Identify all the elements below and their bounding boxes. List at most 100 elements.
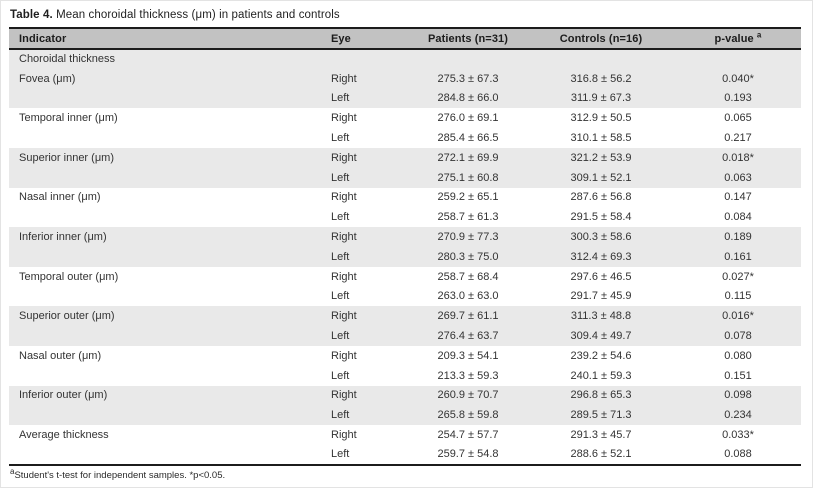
pvalue-cell bbox=[675, 49, 801, 69]
choroidal-thickness-table: Indicator Eye Patients (n=31) Controls (… bbox=[9, 27, 801, 466]
table-row: Nasal inner (μm) Right 259.2 ± 65.1 287.6 ±… bbox=[9, 187, 801, 208]
table-row: Superior outer (μm) Right 269.7 ± 61.1 311.… bbox=[9, 306, 801, 327]
patients-cell: 276.4 ± 63.7 bbox=[437, 330, 499, 343]
patients-cell: 275.1 ± 60.8 bbox=[437, 171, 499, 184]
eye-cell: Left bbox=[331, 250, 350, 263]
pvalue-cell: 0.193 bbox=[724, 92, 752, 105]
indicator-cell: Temporal outer (μm) bbox=[19, 270, 119, 283]
controls-cell: 321.2 ± 53.9 bbox=[570, 151, 632, 164]
eye-cell: Left bbox=[331, 171, 350, 184]
table-row: Left 213.3 ± 59.3 240.1 ± 59.3 0.151 bbox=[9, 365, 801, 386]
eye-cell: Right bbox=[331, 72, 357, 85]
table-row: Nasal outer (μm) Right 209.3 ± 54.1 239.2 ±… bbox=[9, 345, 801, 366]
indicator-cell bbox=[9, 287, 331, 307]
controls-cell: 291.3 ± 45.7 bbox=[570, 429, 632, 442]
pvalue-cell: 0.040* bbox=[722, 72, 754, 85]
patients-cell: 280.3 ± 75.0 bbox=[437, 250, 499, 263]
header-row: Indicator Eye Patients (n=31) Controls (… bbox=[9, 28, 801, 49]
pvalue-cell: 0.033* bbox=[722, 429, 754, 442]
indicator-cell: Superior outer (μm) bbox=[19, 310, 115, 323]
table-row: Left 275.1 ± 60.8 309.1 ± 52.1 0.063 bbox=[9, 167, 801, 188]
table-caption-number: Table 4. bbox=[10, 9, 53, 21]
patients-cell: 259.2 ± 65.1 bbox=[437, 191, 499, 204]
eye-cell: Left bbox=[331, 369, 350, 382]
controls-cell: 289.5 ± 71.3 bbox=[570, 409, 632, 422]
indicator-cell bbox=[9, 128, 331, 148]
patients-cell: 259.7 ± 54.8 bbox=[437, 448, 499, 461]
indicator-cell bbox=[9, 366, 331, 386]
indicator-cell: Choroidal thickness bbox=[19, 53, 115, 66]
patients-cell: 213.3 ± 59.3 bbox=[437, 369, 499, 382]
patients-cell: 263.0 ± 63.0 bbox=[437, 290, 499, 303]
controls-cell: 287.6 ± 56.8 bbox=[570, 191, 632, 204]
patients-cell: 265.8 ± 59.8 bbox=[437, 409, 499, 422]
patients-cell: 269.7 ± 61.1 bbox=[437, 310, 499, 323]
pvalue-cell: 0.063 bbox=[724, 171, 752, 184]
footnote-text: Student's t-test for independent samples… bbox=[14, 469, 226, 481]
controls-cell: 240.1 ± 59.3 bbox=[570, 369, 632, 382]
indicator-cell: Nasal outer (μm) bbox=[19, 349, 102, 362]
pvalue-cell: 0.027* bbox=[722, 270, 754, 283]
controls-cell: 316.8 ± 56.2 bbox=[570, 72, 632, 85]
eye-cell: Right bbox=[331, 429, 357, 442]
patients-cell: 284.8 ± 66.0 bbox=[437, 92, 499, 105]
controls-cell: 296.8 ± 65.3 bbox=[570, 389, 632, 402]
controls-cell: 309.1 ± 52.1 bbox=[570, 171, 632, 184]
indicator-cell: Fovea (μm) bbox=[19, 72, 76, 85]
indicator-cell: Average thickness bbox=[19, 429, 109, 442]
pvalue-cell: 0.065 bbox=[724, 112, 752, 125]
pvalue-cell: 0.217 bbox=[724, 132, 752, 145]
eye-cell: Left bbox=[331, 132, 350, 145]
patients-cell: 272.1 ± 69.9 bbox=[437, 151, 499, 164]
pvalue-cell: 0.018* bbox=[722, 151, 754, 164]
pvalue-cell: 0.189 bbox=[724, 231, 752, 244]
controls-cell: 297.6 ± 46.5 bbox=[570, 270, 632, 283]
table-row: Superior inner (μm) Right 272.1 ± 69.9 321.… bbox=[9, 147, 801, 168]
controls-cell: 300.3 ± 58.6 bbox=[570, 231, 632, 244]
eye-cell bbox=[331, 49, 409, 69]
indicator-cell bbox=[9, 326, 331, 346]
table-caption-text: Mean choroidal thickness (μm) in patient… bbox=[52, 9, 340, 21]
pvalue-cell: 0.088 bbox=[724, 448, 752, 461]
eye-cell: Right bbox=[331, 151, 357, 164]
table-row: Left 263.0 ± 63.0 291.7 ± 45.9 0.115 bbox=[9, 286, 801, 307]
header-patients: Patients (n=31) bbox=[427, 32, 509, 45]
patients-cell: 254.7 ± 57.7 bbox=[437, 429, 499, 442]
indicator-cell bbox=[9, 445, 331, 465]
header-indicator: Indicator bbox=[19, 32, 67, 45]
pvalue-cell: 0.234 bbox=[724, 409, 752, 422]
patients-cell: 258.7 ± 68.4 bbox=[437, 270, 499, 283]
header-eye: Eye bbox=[331, 32, 351, 45]
controls-cell: 291.5 ± 58.4 bbox=[570, 211, 632, 224]
controls-cell: 312.4 ± 69.3 bbox=[570, 250, 632, 263]
table-footnote: aStudent's t-test for independent sample… bbox=[10, 466, 804, 481]
indicator-cell bbox=[9, 89, 331, 109]
controls-cell bbox=[527, 49, 675, 69]
footnote-marker: a bbox=[10, 466, 15, 476]
header-controls: Controls (n=16) bbox=[559, 32, 643, 45]
table-row: Left 285.4 ± 66.5 310.1 ± 58.5 0.217 bbox=[9, 128, 801, 148]
indicator-cell: Temporal inner (μm) bbox=[19, 112, 118, 125]
indicator-cell: Inferior outer (μm) bbox=[19, 389, 108, 402]
pvalue-cell: 0.098 bbox=[724, 389, 752, 402]
table-row: Average thickness Right 254.7 ± 57.7 291.3 … bbox=[9, 425, 801, 445]
controls-cell: 311.9 ± 67.3 bbox=[570, 92, 632, 105]
eye-cell: Left bbox=[331, 330, 350, 343]
table-row: Temporal inner (μm) Right 276.0 ± 69.1 312.… bbox=[9, 108, 801, 129]
indicator-cell bbox=[9, 207, 331, 227]
controls-cell: 288.6 ± 52.1 bbox=[570, 448, 632, 461]
table-row: Left 276.4 ± 63.7 309.4 ± 49.7 0.078 bbox=[9, 326, 801, 346]
table-row: Left 258.7 ± 61.3 291.5 ± 58.4 0.084 bbox=[9, 207, 801, 228]
indicator-cell bbox=[9, 247, 331, 267]
patients-cell: 276.0 ± 69.1 bbox=[437, 112, 499, 125]
patients-cell: 209.3 ± 54.1 bbox=[437, 349, 499, 362]
pvalue-cell: 0.016* bbox=[722, 310, 754, 323]
eye-cell: Left bbox=[331, 211, 350, 224]
patients-cell: 285.4 ± 66.5 bbox=[437, 132, 499, 145]
pvalue-cell: 0.080 bbox=[724, 349, 752, 362]
indicator-cell bbox=[9, 168, 331, 188]
controls-cell: 291.7 ± 45.9 bbox=[570, 290, 632, 303]
controls-cell: 310.1 ± 58.5 bbox=[570, 132, 632, 145]
eye-cell: Right bbox=[331, 310, 357, 323]
